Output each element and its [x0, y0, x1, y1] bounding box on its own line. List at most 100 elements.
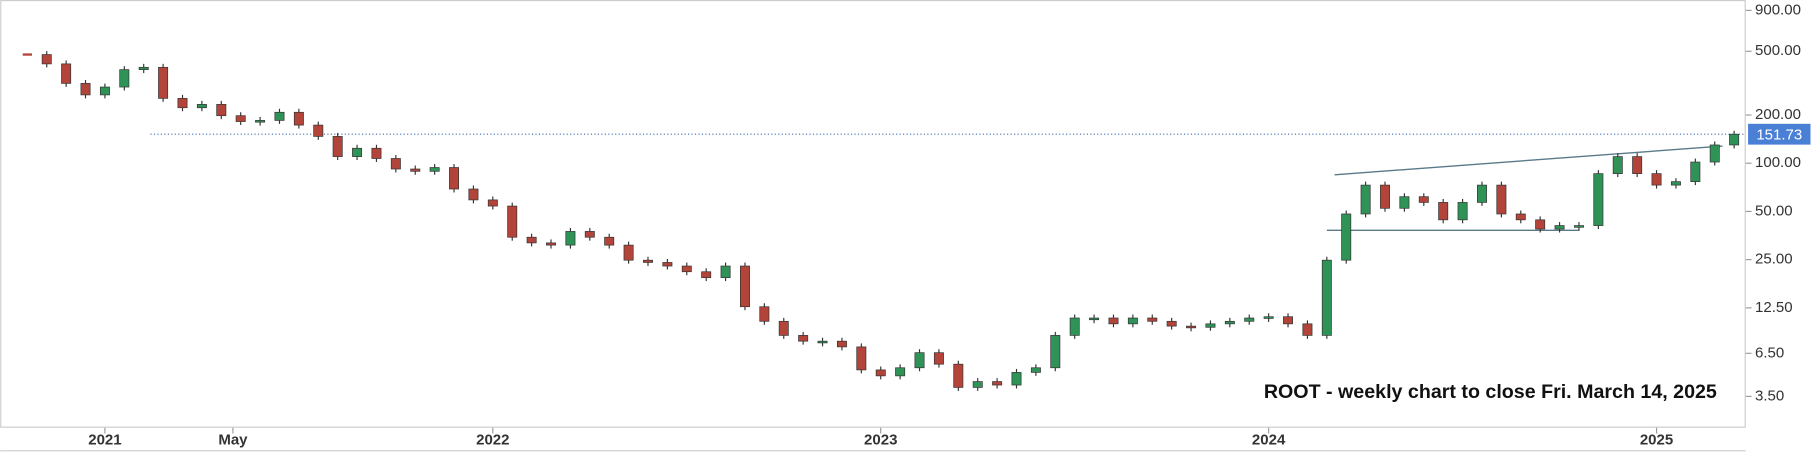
candle	[1263, 316, 1274, 319]
x-tick-label: 2022	[476, 431, 509, 448]
candle	[875, 369, 886, 377]
candle	[1690, 161, 1701, 183]
candle	[487, 199, 498, 207]
x-tick-label: 2021	[88, 431, 121, 448]
candle	[1418, 196, 1429, 203]
candle	[390, 158, 401, 170]
candle	[61, 63, 72, 84]
x-tick-label: May	[218, 431, 248, 448]
candle	[274, 111, 285, 121]
candle	[953, 363, 964, 388]
candle	[313, 124, 324, 137]
candle	[1302, 323, 1313, 336]
x-tick-label: 2025	[1640, 431, 1673, 448]
candle	[1380, 184, 1390, 209]
y-tick-label: 6.50	[1755, 344, 1784, 361]
trendline	[1334, 145, 1723, 176]
candle	[798, 335, 809, 342]
candle	[895, 367, 906, 377]
candle	[1321, 259, 1332, 336]
candle	[972, 381, 983, 388]
candle	[468, 188, 479, 201]
candle	[914, 352, 925, 369]
candle	[507, 205, 518, 238]
candle	[623, 244, 634, 261]
candle	[1535, 219, 1546, 230]
candle	[720, 265, 731, 278]
candle	[1573, 225, 1584, 228]
candle	[1244, 317, 1255, 322]
candle	[778, 320, 789, 336]
candle	[1108, 317, 1119, 325]
candle	[1554, 225, 1565, 230]
candle	[1593, 173, 1604, 226]
candle	[216, 104, 227, 117]
candle	[196, 104, 207, 109]
candle	[138, 66, 149, 70]
candle	[1224, 320, 1235, 325]
candle	[352, 147, 363, 157]
y-tick-label: 500.00	[1755, 42, 1801, 59]
candle	[1612, 156, 1623, 174]
candle	[604, 236, 615, 246]
candle	[1632, 156, 1643, 174]
candle	[643, 259, 653, 263]
candle	[80, 83, 91, 96]
candle	[119, 69, 130, 88]
y-tick-label: 100.00	[1755, 154, 1801, 171]
y-tick-label: 200.00	[1755, 106, 1801, 123]
candle	[235, 115, 246, 122]
candle	[565, 231, 576, 246]
candle	[1011, 372, 1022, 386]
x-tick-label: 2023	[864, 431, 897, 448]
candle	[158, 66, 169, 99]
y-tick-label: 900.00	[1755, 1, 1801, 18]
candle	[1709, 144, 1720, 163]
candle	[584, 231, 595, 238]
annotation: ROOT - weekly chart to close Fri. March …	[1264, 381, 1717, 403]
candle	[1147, 317, 1158, 322]
candle	[1283, 316, 1294, 325]
plot-frame	[0, 0, 1746, 428]
candle	[1205, 323, 1216, 328]
candle	[429, 167, 440, 172]
candle	[1069, 317, 1080, 336]
candle	[1089, 317, 1100, 321]
candle	[255, 120, 266, 123]
candle	[332, 136, 343, 157]
candle	[681, 265, 692, 273]
candle	[546, 242, 556, 246]
candle	[371, 147, 382, 159]
candle	[1729, 133, 1740, 146]
candle	[1166, 320, 1177, 327]
x-tick-label: 2024	[1252, 431, 1286, 448]
y-tick-label: 25.00	[1755, 251, 1793, 268]
candle	[1496, 184, 1507, 215]
candle	[1670, 181, 1681, 186]
candle	[526, 236, 537, 244]
candle	[856, 346, 867, 371]
candle	[177, 98, 188, 109]
candle	[410, 168, 421, 172]
candle	[293, 111, 304, 126]
candle	[992, 381, 1003, 386]
candle	[1341, 213, 1352, 261]
candle	[1438, 202, 1449, 221]
candle	[1651, 173, 1662, 186]
candle	[1050, 335, 1061, 369]
candle	[1186, 325, 1197, 329]
candle	[99, 86, 110, 96]
candle	[933, 352, 944, 365]
candle	[22, 53, 32, 56]
candle	[1030, 367, 1041, 373]
candle	[1399, 196, 1410, 209]
candle	[739, 265, 750, 308]
candle	[817, 340, 828, 344]
candle	[836, 340, 847, 348]
candle	[449, 167, 460, 190]
candle	[41, 54, 52, 65]
price-tag-label: 151.73	[1756, 126, 1802, 143]
y-tick-label: 3.50	[1755, 387, 1784, 404]
